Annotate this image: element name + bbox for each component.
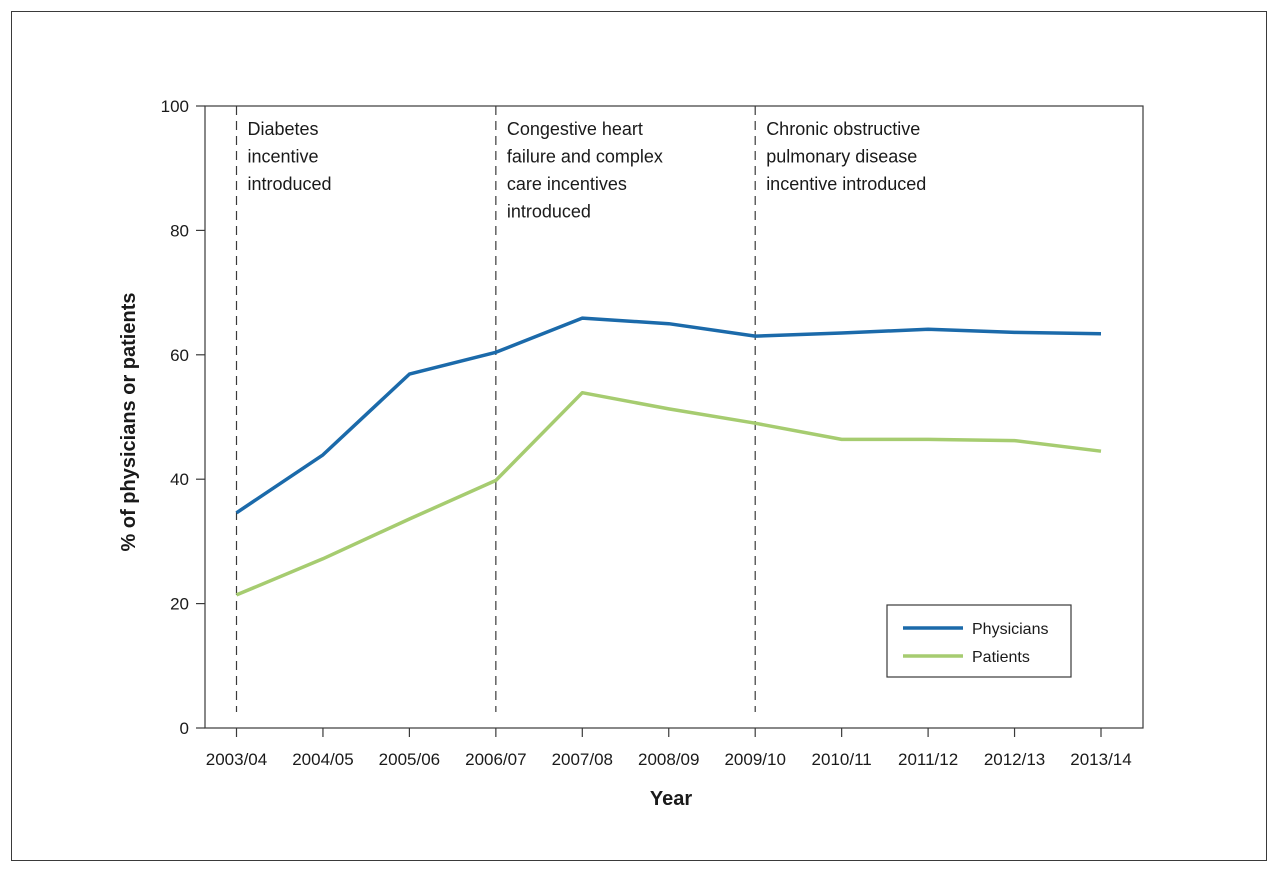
annotation-line: failure and complex xyxy=(507,147,663,167)
annotation-text: Diabetes incentive introduced xyxy=(248,119,332,194)
y-tick-label: 0 xyxy=(180,719,189,738)
series-layer xyxy=(235,316,1102,597)
x-tick-label: 2006/07 xyxy=(465,750,526,769)
series-line-physicians xyxy=(235,316,1102,515)
y-tick-label: 100 xyxy=(161,97,189,116)
y-tick-label: 40 xyxy=(170,470,189,489)
annotation-line: Chronic obstructive xyxy=(766,119,920,139)
legend-label-patients: Patients xyxy=(972,649,1030,666)
x-tick-label: 2010/11 xyxy=(812,750,872,769)
x-axis-title: Year xyxy=(650,788,692,810)
annotation-line: care incentives xyxy=(507,174,627,194)
x-tick-label: 2007/08 xyxy=(552,750,613,769)
x-tick-label: 2009/10 xyxy=(724,750,785,769)
series-line-patients xyxy=(235,390,1102,597)
annotation-text: Congestive heart failure and complex care … xyxy=(507,119,663,222)
y-axis-title: % of physicians or patients xyxy=(118,293,140,552)
annotation-line: pulmonary disease xyxy=(766,147,917,167)
annotation-line: introduced xyxy=(248,174,332,194)
axis-layer: 0 20 40 60 80 100 2003/04 2004/05 2005/06 2006/07… xyxy=(161,97,1132,769)
x-tick-label: 2008/09 xyxy=(638,750,699,769)
annotation-line: introduced xyxy=(507,202,591,222)
x-tick-label: 2003/04 xyxy=(206,750,267,769)
x-tick-label: 2012/13 xyxy=(984,750,1045,769)
x-tick-label: 2013/14 xyxy=(1070,750,1131,769)
x-tick-label: 2011/12 xyxy=(898,750,958,769)
y-tick-label: 60 xyxy=(170,346,189,365)
annotation-line: incentive introduced xyxy=(766,174,926,194)
y-tick-label: 20 xyxy=(170,595,189,614)
annotation-text: Chronic obstructive pulmonary disease ince… xyxy=(766,119,926,194)
annotation-line: incentive xyxy=(248,147,319,167)
legend-label-physicians: Physicians xyxy=(972,621,1048,638)
figure-frame xyxy=(11,11,1267,861)
x-tick-label: 2004/05 xyxy=(292,750,353,769)
annotation-line: Congestive heart xyxy=(507,119,643,139)
y-tick-label: 80 xyxy=(170,221,189,240)
annotation-line: Diabetes xyxy=(248,119,319,139)
legend: Physicians Patients xyxy=(886,604,1072,678)
plot-area xyxy=(204,105,1144,729)
legend-box xyxy=(886,604,1072,678)
x-tick-label: 2005/06 xyxy=(379,750,440,769)
